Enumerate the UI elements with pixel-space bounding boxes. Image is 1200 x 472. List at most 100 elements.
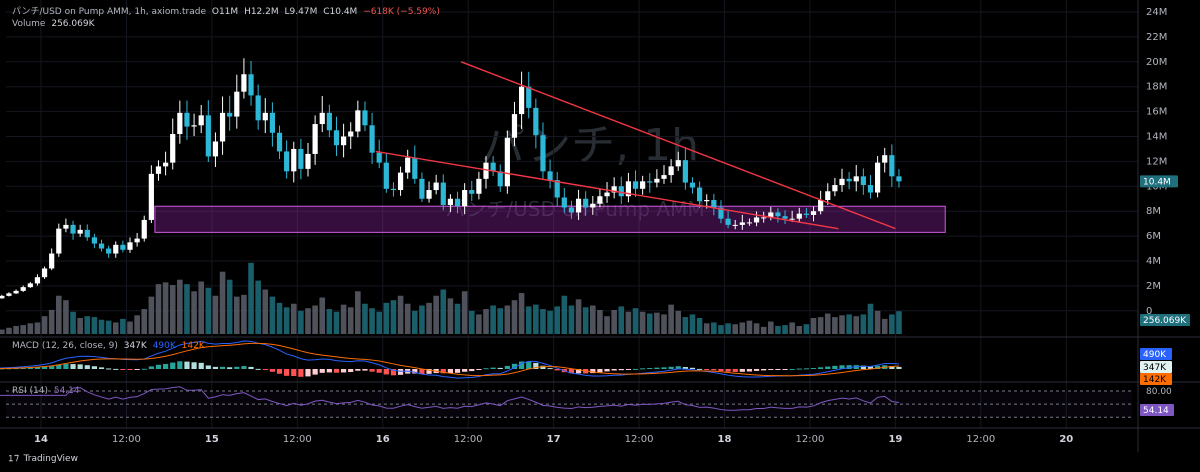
candle-body xyxy=(205,115,211,157)
candle-body xyxy=(234,91,240,117)
candle-body xyxy=(611,186,617,193)
candle-body xyxy=(882,155,888,163)
macd-histogram-bar xyxy=(604,369,610,372)
macd-histogram-bar xyxy=(248,366,254,369)
rsi-badge-bg xyxy=(1140,404,1174,416)
candle-body xyxy=(497,171,503,187)
volume-bar xyxy=(874,310,881,334)
volume-label: Volume xyxy=(12,19,46,29)
macd-histogram-bar xyxy=(177,361,183,369)
volume-bar xyxy=(177,279,183,334)
volume-value: 256.069K xyxy=(51,19,95,29)
price-tick-label: 2M xyxy=(1146,281,1161,292)
macd-histogram-bar xyxy=(241,366,247,369)
candle-body xyxy=(141,219,147,239)
macd-histogram-bar xyxy=(170,362,176,369)
volume-legend[interactable]: Volume 256.069K xyxy=(12,19,94,29)
tradingview-icon: 𝟷𝟽 xyxy=(8,454,20,464)
symbol-legend[interactable]: パンチ/USD on Pump AMM, 1h, axiom.trade O11… xyxy=(12,4,440,17)
signal-line xyxy=(0,342,899,377)
volume-bar xyxy=(412,310,418,334)
candle-body xyxy=(454,198,461,207)
macd-histogram-bar xyxy=(333,369,340,373)
macd-histogram-bar xyxy=(462,369,468,372)
macd-histogram-bar xyxy=(212,366,219,369)
volume-bar xyxy=(725,323,731,334)
candle-body xyxy=(426,190,432,199)
macd-histogram-bar xyxy=(668,366,674,369)
candle-body xyxy=(41,268,48,278)
volume-bar xyxy=(255,280,261,334)
macd-histogram-bar xyxy=(654,367,660,369)
candle-body xyxy=(227,112,233,117)
candle-body xyxy=(155,166,162,174)
volume-bar xyxy=(661,314,667,334)
macd-histogram-bar xyxy=(575,369,582,374)
volume-bar xyxy=(775,325,781,334)
rsi-legend[interactable]: RSI (14) 54.14 xyxy=(12,386,80,396)
volume-bar xyxy=(20,325,26,334)
volume-bar xyxy=(347,307,354,334)
change-value: −618K (−5.59%) xyxy=(363,7,440,17)
volume-bar xyxy=(511,300,518,334)
volume-bar xyxy=(219,271,226,334)
candle-body xyxy=(447,198,453,205)
macd-histogram-bar xyxy=(597,369,603,373)
macd-histogram-bar xyxy=(383,369,389,375)
volume-bar xyxy=(604,316,610,334)
macd-histogram-bar xyxy=(298,369,304,377)
volume-bar xyxy=(668,304,674,334)
candle-body xyxy=(433,182,439,191)
rsi-line xyxy=(0,386,900,411)
candle-body xyxy=(490,162,496,172)
macd-histogram-bar xyxy=(341,369,347,373)
macd-histogram-bar xyxy=(896,366,902,369)
macd-value-2: 490K xyxy=(152,341,176,351)
time-tick-label: 15 xyxy=(205,434,219,445)
rsi-badge: 54.14 xyxy=(1143,406,1169,416)
tradingview-logo[interactable]: 𝟷𝟽 TradingView xyxy=(8,454,78,464)
macd-legend[interactable]: MACD (12, 26, close, 9) 347K 490K 142K xyxy=(12,341,205,351)
macd-histogram-bar xyxy=(590,369,596,374)
candle-body xyxy=(647,181,653,183)
volume-bar xyxy=(397,295,404,334)
volume-bar xyxy=(77,317,83,334)
candle-body xyxy=(540,135,546,172)
macd-histogram-bar xyxy=(889,366,895,369)
candle-body xyxy=(625,181,631,197)
macd-histogram-bar xyxy=(134,369,140,370)
volume-bar xyxy=(205,287,212,334)
volume-bar xyxy=(703,323,710,334)
candle-body xyxy=(782,216,788,219)
macd-histogram-bar xyxy=(761,369,767,371)
macd-histogram-bar xyxy=(618,369,624,371)
price-tick-label: 18M xyxy=(1146,82,1167,93)
macd-histogram-bar xyxy=(198,362,204,369)
time-tick-label: 18 xyxy=(718,434,732,445)
high-value: H12.2M xyxy=(244,7,279,17)
candle-body xyxy=(348,131,354,137)
volume-bar xyxy=(483,309,489,334)
volume-bar xyxy=(547,310,553,334)
volume-badge: 256.069K xyxy=(1143,316,1187,326)
candle-body xyxy=(561,197,567,208)
candle-body xyxy=(682,160,688,183)
candle-body xyxy=(276,132,283,152)
candle-body xyxy=(269,112,275,133)
volume-bar xyxy=(625,311,632,334)
volume-bar xyxy=(141,309,148,334)
trendline xyxy=(375,150,839,230)
volume-bar xyxy=(134,315,140,334)
macd-histogram-bar xyxy=(682,367,688,369)
volume-bar xyxy=(803,324,810,334)
volume-bar xyxy=(867,303,874,334)
last-price-badge-bg xyxy=(1140,175,1178,188)
candle-body xyxy=(134,238,140,243)
close-value: C10.4M xyxy=(323,7,358,17)
candle-body xyxy=(568,207,575,213)
candle-body xyxy=(832,185,838,192)
macd-histogram-bar xyxy=(49,366,55,369)
macd-histogram-bar xyxy=(276,369,283,374)
candle-body xyxy=(604,192,610,197)
